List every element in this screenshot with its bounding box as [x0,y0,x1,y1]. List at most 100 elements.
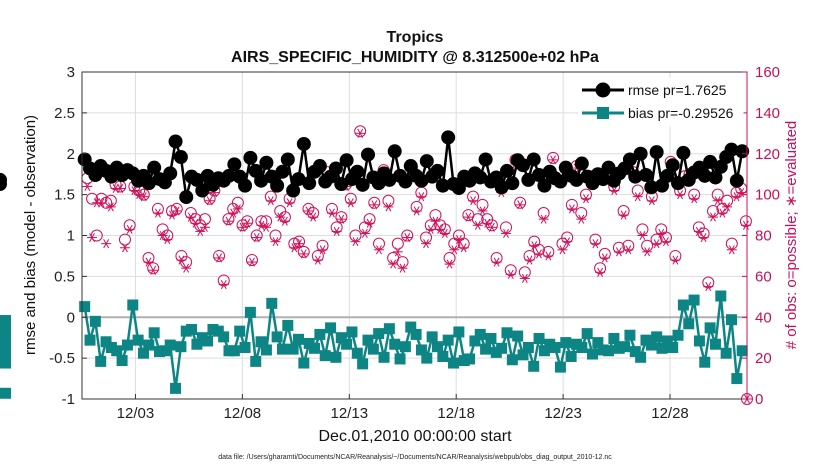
evaluated-obs-marker [195,226,206,236]
bias-marker [560,337,572,349]
asterisk-stroke [310,212,317,222]
rmse-marker [419,154,434,169]
evaluated-obs-marker [453,235,464,245]
bias-marker [496,342,508,354]
possible-obs-marker [86,192,99,205]
bias-marker [629,346,641,358]
evaluated-obs-marker [294,239,305,249]
possible-obs-marker [598,247,611,260]
possible-obs-marker [170,202,183,215]
rmse-marker [724,142,739,157]
rmse-marker [478,152,493,167]
evaluated-obs-marker [576,214,587,224]
bias-marker [506,354,518,366]
rmse-marker [173,150,188,165]
bias-marker [143,339,155,351]
possible-obs-marker [485,219,498,232]
rmse-marker [638,168,653,183]
asterisk-stroke [700,232,707,243]
possible-obs-marker [293,235,306,248]
evaluated-obs-marker [613,247,624,257]
evaluated-obs-marker [214,253,225,263]
asterisk-stroke [719,208,726,218]
evaluated-obs-marker [519,273,530,283]
asterisk-stroke [225,216,232,226]
possible-obs-marker [424,219,437,232]
rmse-marker [574,156,589,171]
rmse-marker [302,176,317,191]
bias-marker [175,341,187,353]
possible-obs-marker [725,237,738,250]
bias-marker [667,341,679,353]
possible-obs-marker [147,262,160,275]
evaluated-obs-marker [101,239,112,249]
asterisk-stroke [253,232,260,243]
rmse-marker [729,173,744,188]
bias-marker [661,335,673,347]
possible-obs-marker [175,249,188,262]
evaluated-obs-marker [468,196,479,206]
possible-obs-marker [575,207,588,220]
bias-marker [736,345,748,357]
bias-marker [276,343,288,355]
x-tick-label: 12/18 [437,405,475,422]
possible-obs-marker [391,237,404,250]
possible-obs-marker [217,274,230,287]
evaluated-obs-marker [374,245,385,255]
rmse-marker [382,172,397,187]
bias-marker [282,319,294,331]
bias-marker [325,322,337,334]
asterisk-stroke [220,279,227,290]
rmse-marker [270,178,285,193]
bias-marker [651,331,663,343]
bias-marker [127,299,139,311]
bias-marker [474,328,486,340]
asterisk-stroke [592,239,599,249]
legend-bias-label: bias pr=-0.29526 [628,105,734,121]
evaluated-obs-marker [289,243,300,253]
evaluated-obs-marker [143,257,154,267]
rmse-marker [179,190,194,205]
asterisk-stroke [361,228,368,239]
y2-tick-label: 140 [755,105,780,122]
rmse-marker [532,168,547,183]
bias-marker [464,353,476,365]
possible-obs-marker [368,196,381,209]
bias-marker [399,341,411,353]
asterisk-stroke [98,198,105,208]
evaluated-obs-marker [562,237,573,247]
y2-tick-label: 40 [755,309,772,326]
evaluated-obs-marker [251,232,262,243]
asterisk-stroke [249,257,255,267]
asterisk-stroke [456,235,462,245]
bias-marker [202,335,214,347]
evaluated-obs-marker [124,224,135,234]
possible-obs-marker [481,213,494,226]
possible-obs-marker [434,219,447,232]
asterisk-stroke [277,212,284,222]
asterisk-stroke [427,224,434,234]
asterisk-stroke [234,204,241,214]
rmse-marker [398,174,413,189]
bias-marker [565,350,577,362]
possible-obs-marker [504,264,517,277]
possible-obs-marker [344,192,357,205]
possible-obs-marker [692,221,705,234]
bias-marker [298,357,310,369]
evaluated-obs-marker [548,155,559,165]
evaluated-obs-marker [152,208,163,218]
asterisk-stroke [390,259,397,269]
possible-obs-marker [161,229,174,242]
asterisk-stroke [258,220,265,230]
bias-marker [148,327,160,339]
evaluated-obs-marker [237,222,248,232]
asterisk-stroke [423,239,429,249]
bias-marker [0,355,11,367]
possible-obs-marker [142,251,155,264]
y-tick-label: 3 [67,64,75,81]
possible-obs-marker [523,249,536,262]
bias-marker [367,343,379,355]
asterisk-stroke [281,216,288,226]
rmse-marker [505,176,520,191]
rmse-marker [296,136,311,151]
